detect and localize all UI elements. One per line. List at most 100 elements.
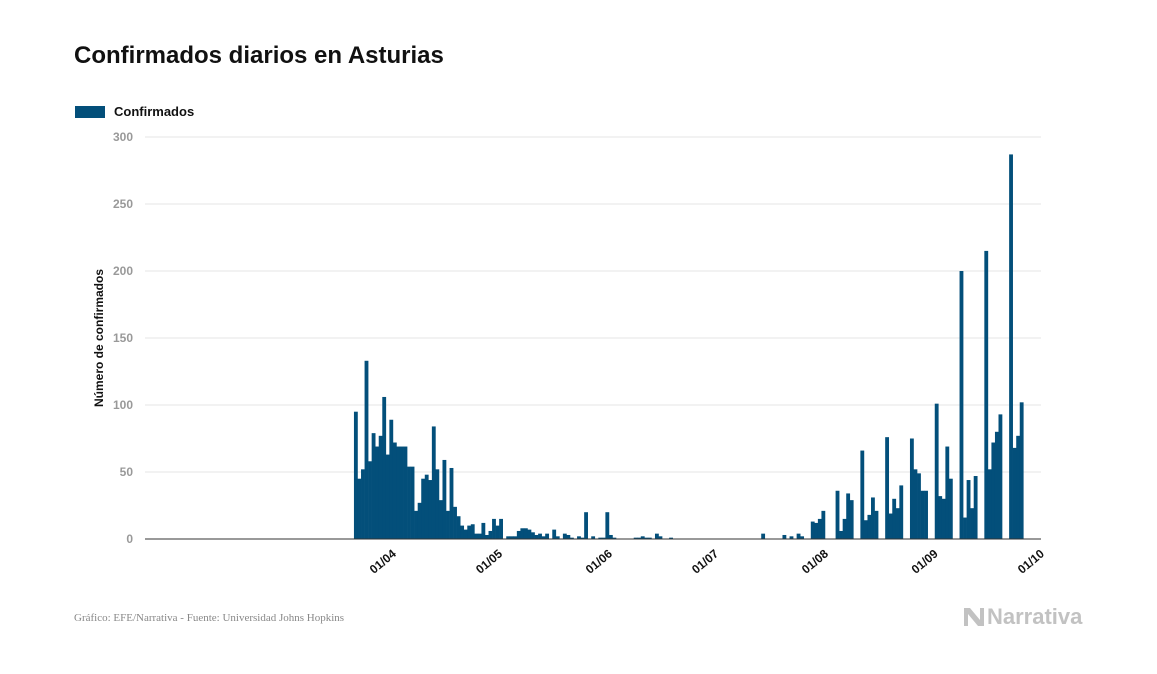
bar xyxy=(839,530,843,539)
bar xyxy=(637,537,642,539)
bar xyxy=(435,469,440,539)
bar xyxy=(817,518,822,539)
bar xyxy=(566,534,571,539)
bar xyxy=(357,478,362,539)
bar xyxy=(909,438,914,539)
chart-legend: Confirmados xyxy=(75,104,194,119)
bar xyxy=(934,403,939,539)
x-tick-label: 01/09 xyxy=(909,546,941,576)
bar xyxy=(963,517,967,539)
bar xyxy=(509,536,514,539)
bar xyxy=(920,490,925,539)
bar xyxy=(640,536,645,539)
bar xyxy=(371,433,376,539)
bar xyxy=(584,512,588,539)
bar xyxy=(835,490,840,539)
brand-name: Narrativa xyxy=(987,604,1083,629)
chart-title: Confirmados diarios en Asturias xyxy=(74,42,444,69)
bar xyxy=(821,510,826,539)
bar xyxy=(917,473,921,539)
bar xyxy=(874,510,879,539)
bar xyxy=(513,536,518,539)
bar xyxy=(948,478,953,539)
bar xyxy=(761,533,766,539)
bar xyxy=(431,426,436,539)
bar xyxy=(867,514,872,539)
bar xyxy=(396,446,401,539)
bar xyxy=(364,360,369,539)
bar xyxy=(647,537,652,539)
bar xyxy=(782,534,787,539)
bar xyxy=(484,534,489,539)
y-tick-label: 100 xyxy=(113,398,133,412)
bar xyxy=(481,522,486,539)
bar xyxy=(938,496,943,539)
bar xyxy=(368,461,372,539)
bar xyxy=(407,466,411,539)
y-tick-label: 250 xyxy=(113,197,133,211)
bar xyxy=(531,532,535,539)
y-tick-labels: 0 50 100 150 200 250 300 xyxy=(113,130,133,546)
bar xyxy=(555,536,560,539)
bar xyxy=(598,537,603,539)
bar xyxy=(789,536,794,539)
bar xyxy=(562,533,567,539)
bar xyxy=(959,271,964,539)
bar xyxy=(1019,402,1024,539)
bar xyxy=(474,533,479,539)
bar xyxy=(446,510,450,539)
bar xyxy=(534,534,539,539)
bar xyxy=(470,524,475,539)
bar xyxy=(669,537,673,539)
bar xyxy=(456,516,461,539)
bar xyxy=(414,510,418,539)
bar xyxy=(973,476,978,539)
bar xyxy=(970,508,975,539)
bar xyxy=(520,528,525,539)
x-tick-label: 01/06 xyxy=(583,546,615,576)
bar xyxy=(612,537,617,539)
bar xyxy=(633,537,638,539)
bar xyxy=(541,536,546,539)
bar xyxy=(984,250,989,539)
bar xyxy=(913,469,918,539)
bar xyxy=(871,497,875,539)
bar xyxy=(842,518,847,539)
bar xyxy=(424,474,429,539)
bar xyxy=(453,506,457,539)
bar xyxy=(428,480,433,539)
y-tick-label: 300 xyxy=(113,130,133,144)
bar xyxy=(605,512,610,539)
x-tick-label: 01/08 xyxy=(799,546,831,576)
bar xyxy=(1012,447,1017,539)
narrativa-logo-icon xyxy=(964,608,984,626)
bar xyxy=(899,485,904,539)
x-tick-label: 01/04 xyxy=(367,546,399,576)
bar xyxy=(608,534,613,539)
bar xyxy=(353,411,358,539)
bar xyxy=(580,537,585,539)
bar xyxy=(361,469,365,539)
bar xyxy=(545,533,550,539)
bar xyxy=(495,525,500,539)
bar xyxy=(987,469,992,539)
source-note: Gráfico: EFE/Narrativa - Fuente: Univers… xyxy=(74,612,345,624)
x-tick-label: 01/10 xyxy=(1015,546,1047,576)
bar xyxy=(658,536,663,539)
bar xyxy=(591,536,596,539)
bar xyxy=(463,529,468,539)
bar xyxy=(417,502,422,539)
y-tick-label: 150 xyxy=(113,331,133,345)
bar xyxy=(888,513,893,539)
bar xyxy=(467,525,472,539)
bar xyxy=(421,478,426,539)
bar xyxy=(389,419,394,539)
bar xyxy=(810,521,815,539)
bar xyxy=(924,490,928,539)
bar xyxy=(885,437,890,539)
bar xyxy=(569,537,574,539)
bar xyxy=(378,435,383,539)
legend-label: Confirmados xyxy=(114,104,195,119)
grid-lines xyxy=(145,136,1041,473)
bar xyxy=(1009,154,1013,540)
